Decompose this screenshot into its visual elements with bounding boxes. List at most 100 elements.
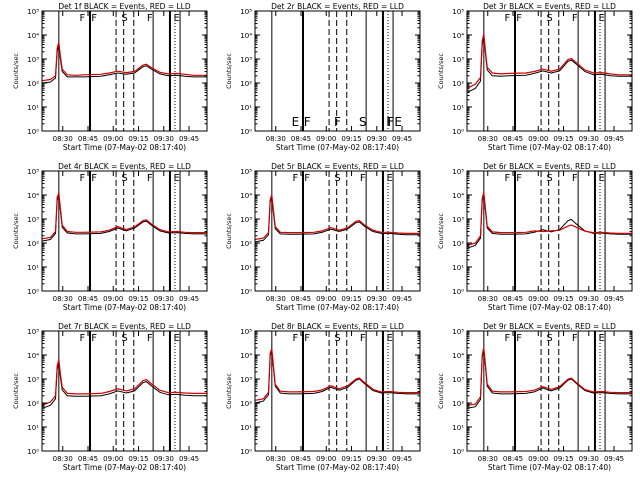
y-tick-label: 10¹: [452, 424, 464, 432]
series-lld-line: [466, 192, 632, 246]
x-tick-label: 09:00: [316, 295, 336, 303]
time-marker-label: F: [304, 333, 310, 344]
panel-title: Det 1f BLACK = Events, RED = LLD: [58, 2, 191, 11]
time-marker-label: S: [359, 115, 367, 129]
y-tick-label: 10³: [240, 216, 252, 224]
x-tick-label: 09:45: [392, 135, 412, 143]
y-tick-label: 10²: [240, 80, 252, 88]
time-marker-label: F: [505, 173, 511, 184]
time-marker-label: F: [80, 173, 86, 184]
x-tick-label: 08:30: [266, 135, 286, 143]
x-tick-label: 09:30: [154, 295, 174, 303]
y-tick-label: 10⁵: [27, 168, 39, 176]
plot-frame: [41, 330, 208, 452]
time-marker-label: E: [599, 173, 605, 184]
time-marker-label: S: [334, 333, 340, 344]
time-marker-label: F: [147, 333, 153, 344]
time-marker-label: S: [121, 173, 127, 184]
panel-title: Det 5r BLACK = Events, RED = LLD: [271, 162, 404, 171]
y-tick-label: 10⁰: [27, 128, 39, 136]
x-tick-label: 09:00: [103, 455, 123, 463]
x-axis-label: Start Time (07-May-02 08:17:40): [276, 303, 399, 312]
plot-frame: [466, 330, 633, 452]
x-tick-label: 08:30: [478, 455, 498, 463]
x-axis-label: Start Time (07-May-02 08:17:40): [488, 463, 611, 472]
time-marker-label: E: [387, 173, 393, 184]
x-tick-label: 09:45: [392, 295, 412, 303]
y-tick-label: 10⁰: [452, 448, 464, 456]
time-marker-label: F: [516, 333, 522, 344]
time-marker-label: E: [174, 173, 180, 184]
y-tick-label: 10³: [452, 376, 464, 384]
x-axis-label: Start Time (07-May-02 08:17:40): [488, 143, 611, 152]
x-tick-label: 09:45: [604, 455, 624, 463]
y-tick-label: 10²: [452, 400, 464, 408]
x-axis-label: Start Time (07-May-02 08:17:40): [63, 143, 186, 152]
y-tick-label: 10³: [27, 56, 39, 64]
plot-frame: [254, 10, 421, 132]
x-axis-label: Start Time (07-May-02 08:17:40): [63, 463, 186, 472]
y-tick-label: 10⁴: [27, 352, 39, 360]
x-tick-label: 09:30: [154, 455, 174, 463]
time-marker-label: F: [505, 13, 511, 24]
plot-frame: [466, 10, 633, 132]
x-axis-label: Start Time (07-May-02 08:17:40): [488, 303, 611, 312]
series-lld-line: [41, 192, 207, 240]
x-tick-label: 09:45: [179, 135, 199, 143]
y-tick-label: 10⁵: [27, 8, 39, 16]
time-marker-label: F: [80, 13, 86, 24]
time-marker-label: F: [572, 13, 578, 24]
y-tick-label: 10⁵: [240, 168, 252, 176]
time-marker-label: E: [292, 115, 300, 129]
panel-8: 10⁰ 10¹ 10² 10³ 10⁴ 10⁵ 08:30 08:45 09:00 09:15 09…: [225, 322, 421, 472]
x-tick-label: 08:45: [291, 135, 311, 143]
y-tick-label: 10⁰: [240, 288, 252, 296]
x-tick-label: 08:45: [503, 455, 523, 463]
y-axis-label: Counts/sec: [437, 373, 445, 409]
series-lld-line: [254, 348, 420, 401]
y-tick-label: 10⁴: [240, 192, 252, 200]
x-tick-label: 09:00: [316, 455, 336, 463]
x-tick-label: 09:15: [128, 455, 148, 463]
x-tick-label: 08:45: [291, 295, 311, 303]
y-tick-label: 10³: [27, 216, 39, 224]
series-lld-line: [254, 194, 420, 241]
x-tick-label: 09:45: [179, 455, 199, 463]
y-tick-label: 10²: [452, 80, 464, 88]
x-tick-label: 09:30: [579, 135, 599, 143]
panel-1: 10⁰ 10¹ 10² 10³ 10⁴ 10⁵ 08:30 08:45 09:00 09:15 09…: [12, 2, 208, 152]
time-marker-label: S: [546, 333, 552, 344]
y-axis-label: Counts/sec: [12, 53, 20, 89]
plot-frame: [466, 170, 633, 292]
panel-title: Det 3r BLACK = Events, RED = LLD: [483, 2, 616, 11]
x-tick-label: 09:15: [341, 135, 361, 143]
y-tick-label: 10³: [452, 56, 464, 64]
x-tick-label: 09:15: [341, 455, 361, 463]
y-axis-label: Counts/sec: [225, 213, 233, 249]
y-tick-label: 10⁴: [452, 352, 464, 360]
x-tick-label: 08:45: [78, 455, 98, 463]
x-tick-label: 09:30: [367, 135, 387, 143]
time-marker-label: F: [304, 115, 311, 129]
y-tick-label: 10¹: [240, 424, 252, 432]
x-tick-label: 08:30: [53, 135, 73, 143]
y-tick-label: 10⁵: [240, 328, 252, 336]
x-tick-label: 09:30: [367, 455, 387, 463]
x-tick-label: 08:45: [291, 455, 311, 463]
x-tick-label: 08:30: [53, 295, 73, 303]
panel-title: Det 2r BLACK = Events, RED = LLD: [271, 2, 404, 11]
x-tick-label: 08:30: [53, 455, 73, 463]
time-marker-label: F: [91, 13, 97, 24]
time-marker-label: F: [334, 115, 341, 129]
time-marker-label: F: [293, 333, 299, 344]
y-tick-label: 10³: [452, 216, 464, 224]
x-tick-label: 09:15: [553, 455, 573, 463]
y-tick-label: 10²: [27, 240, 39, 248]
y-axis-label: Counts/sec: [225, 53, 233, 89]
time-marker-label: F: [147, 173, 153, 184]
time-marker-label: F: [572, 333, 578, 344]
time-marker-label: F: [360, 173, 366, 184]
x-tick-label: 09:00: [316, 135, 336, 143]
